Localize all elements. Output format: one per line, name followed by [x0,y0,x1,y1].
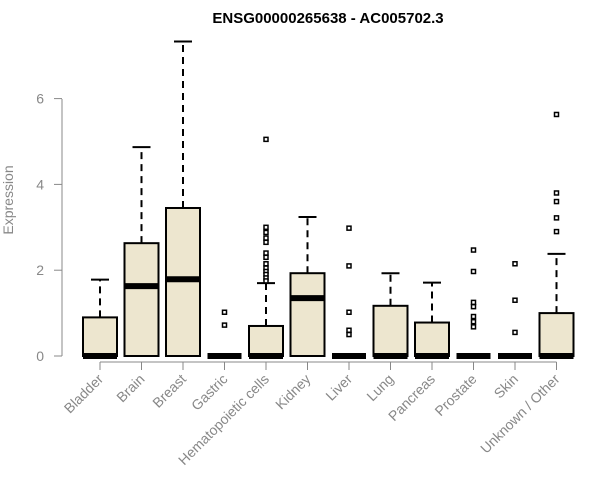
box-group [82,278,118,359]
outlier-point [470,247,477,253]
outlier-point [346,309,352,315]
box-group [538,111,575,359]
outlier-point [263,136,269,143]
outlier-point [263,229,269,236]
x-tick-label: Kidney [272,371,314,413]
chart-title: ENSG00000265638 - AC005702.3 [212,10,443,27]
outlier-point [553,198,560,205]
x-tick-label: Breast [149,371,189,411]
outlier-point [221,309,228,315]
outlier-point [470,318,477,325]
box-iqr [289,272,326,357]
x-tick-label: Liver [322,371,355,404]
x-tick-label: Brain [113,371,147,405]
y-tick-label: 0 [36,348,44,364]
box-iqr [248,324,284,358]
box-group [165,40,201,357]
outlier-point [263,250,269,256]
box-group [332,225,366,359]
outlier-point [470,299,477,306]
y-axis-ticks: 0 2 4 6 [36,91,62,364]
outlier-point [553,190,560,196]
outlier-point [553,215,560,221]
box-group [456,247,491,359]
x-tick-label: Prostate [431,371,479,419]
outlier-point [512,261,518,267]
box-group [248,136,284,359]
box-group [123,146,160,358]
x-tick-label: Lung [363,371,396,404]
outlier-point [470,324,477,330]
box-group [289,216,326,357]
outlier-point [470,268,477,275]
x-tick-label: Bladder [61,371,107,417]
outlier-point [263,239,269,246]
outlier-point [263,261,269,267]
x-tick-label: Skin [491,371,522,402]
outlier-point [263,235,269,241]
box-iqr [123,242,160,358]
box-group [414,281,450,359]
y-tick-label: 4 [36,176,44,192]
outlier-point [346,331,352,338]
outlier-point [470,303,477,310]
box-iqr [414,321,450,357]
outlier-point [346,225,352,231]
outlier-point [221,322,228,328]
y-axis-label: Expression [0,165,16,234]
y-tick-label: 6 [36,91,44,107]
box-group [372,272,409,359]
box-iqr [538,312,575,358]
box-iqr [372,304,409,358]
outlier-point [470,313,477,320]
y-tick-label: 2 [36,262,44,278]
outlier-point [553,228,560,235]
outlier-point [512,329,518,336]
outlier-point [553,111,560,118]
boxplot-series [82,40,575,359]
box-group [207,309,242,359]
outlier-point [512,297,518,303]
outlier-point [346,263,352,269]
x-tick-label: Unknown / Other [477,371,563,457]
box-group [498,261,532,359]
box-iqr [82,316,118,358]
outlier-point [263,278,269,284]
outlier-point [263,254,269,261]
outlier-point [263,224,269,231]
outlier-point [346,327,352,334]
